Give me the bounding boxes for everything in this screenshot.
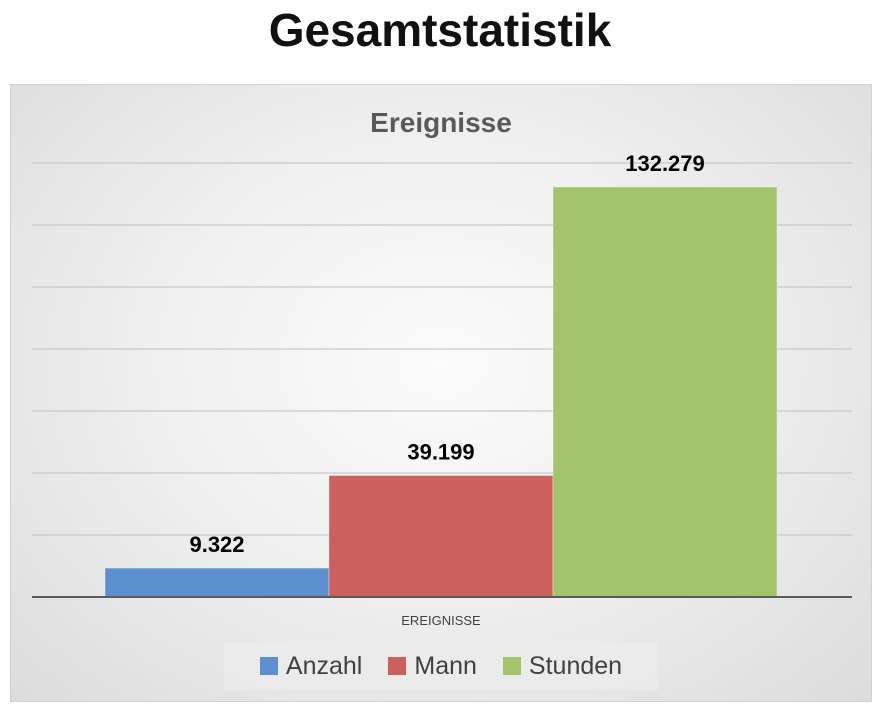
legend-item-anzahl: Anzahl xyxy=(259,651,363,681)
legend-swatch-stunden xyxy=(502,657,521,675)
chart-title: Ereignisse xyxy=(370,107,512,138)
legend-label-stunden: Stunden xyxy=(528,651,623,680)
data-label-anzahl: 9.322 xyxy=(189,532,244,557)
legend-item-mann: Mann xyxy=(388,652,477,681)
legend-swatch-anzahl xyxy=(259,657,278,675)
bar-mann xyxy=(328,474,554,598)
data-label-stunden: 132.279 xyxy=(625,151,705,176)
page-title: Gesamtstatistik xyxy=(268,4,612,56)
bar-stunden xyxy=(552,186,778,598)
legend-swatch-mann xyxy=(388,657,407,675)
legend-label-mann: Mann xyxy=(414,651,477,680)
legend: Anzahl Mann Stunden xyxy=(224,642,658,690)
x-tick-label: EREIGNISSE xyxy=(401,613,481,628)
bar-anzahl xyxy=(104,567,330,598)
legend-item-stunden: Stunden xyxy=(502,651,623,681)
legend-label-anzahl: Anzahl xyxy=(285,651,363,680)
data-label-mann: 39.199 xyxy=(407,439,474,464)
data-labels: 9.322 39.199 132.279 xyxy=(189,151,704,557)
